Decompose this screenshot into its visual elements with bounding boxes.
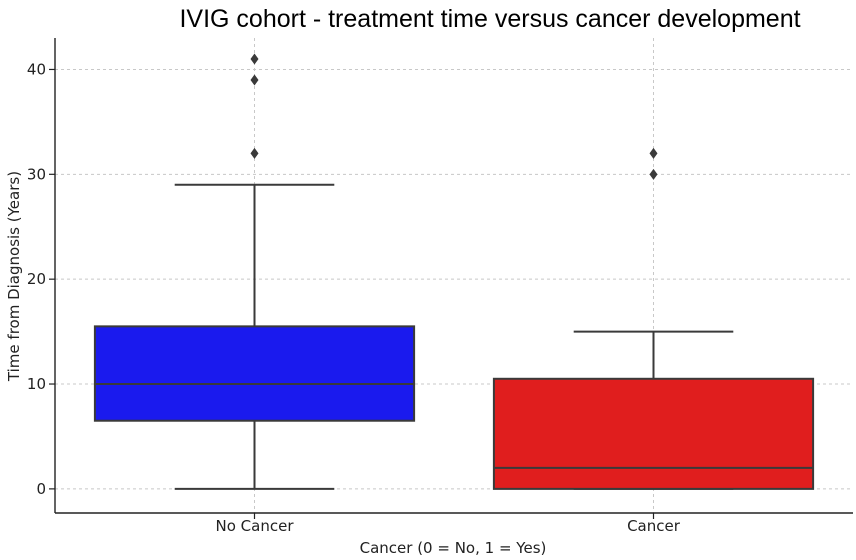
iqr-box bbox=[93, 325, 416, 422]
y-tick-label: 20 bbox=[27, 270, 46, 288]
axes bbox=[49, 38, 853, 519]
outlier-point bbox=[250, 74, 259, 86]
y-axis-label: Time from Diagnosis (Years) bbox=[5, 171, 23, 382]
x-tick-label: Cancer bbox=[627, 517, 681, 535]
outlier-point bbox=[250, 147, 259, 159]
y-tick-label: 0 bbox=[36, 480, 46, 498]
y-tick-label: 30 bbox=[27, 165, 46, 183]
box-cancer bbox=[492, 147, 815, 490]
x-axis-label: Cancer (0 = No, 1 = Yes) bbox=[360, 539, 547, 557]
y-tick-label: 40 bbox=[27, 60, 46, 78]
box-no-cancer bbox=[93, 53, 416, 490]
outlier-point bbox=[250, 53, 259, 65]
y-tick-label: 10 bbox=[27, 375, 46, 393]
x-tick-label: No Cancer bbox=[216, 517, 295, 535]
chart-title: IVIG cohort - treatment time versus canc… bbox=[179, 5, 800, 33]
outlier-point bbox=[649, 147, 658, 159]
boxes bbox=[93, 53, 815, 490]
tick-labels: 0 10 20 30 40 No Cancer Cancer bbox=[27, 60, 681, 535]
outlier-point bbox=[649, 168, 658, 180]
iqr-box bbox=[492, 377, 815, 490]
